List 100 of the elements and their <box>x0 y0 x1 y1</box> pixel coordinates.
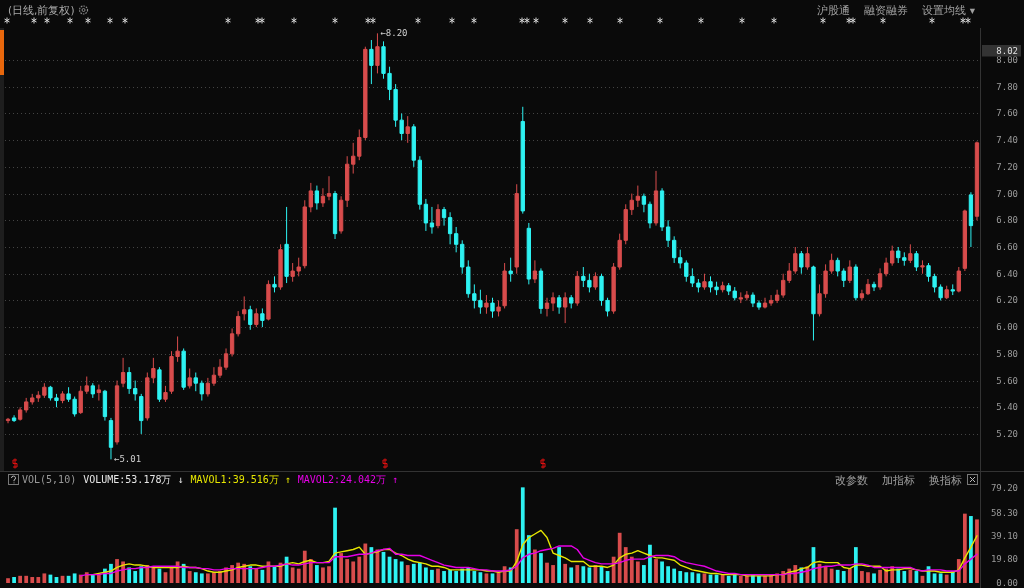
candlestick <box>441 206 447 227</box>
bar <box>24 575 29 583</box>
candlestick <box>720 281 725 293</box>
bar <box>357 556 362 583</box>
y-tick-label: 7.40 <box>996 135 1018 146</box>
candlestick <box>968 191 974 248</box>
bar <box>315 565 319 583</box>
candlestick <box>193 372 198 392</box>
candlestick <box>883 257 889 277</box>
candlestick <box>90 382 95 399</box>
y-tick-label: 5.40 <box>996 402 1018 413</box>
bar <box>654 559 658 583</box>
bar <box>660 561 664 583</box>
candlestick <box>423 198 429 232</box>
bar <box>454 571 459 583</box>
candlestick <box>11 414 17 423</box>
candlestick <box>799 250 804 275</box>
candlestick <box>60 390 65 404</box>
candlestick <box>502 262 507 309</box>
bar <box>551 565 555 583</box>
bar <box>333 507 337 583</box>
candlestick <box>429 206 435 235</box>
bar <box>902 571 907 583</box>
bar <box>254 568 259 583</box>
bar <box>533 549 537 583</box>
annotation: 加指标 <box>882 473 915 486</box>
candlestick <box>569 294 574 309</box>
candlestick <box>962 209 968 272</box>
bar <box>720 574 725 583</box>
bar <box>944 574 949 583</box>
candlestick <box>484 294 489 315</box>
candlestick <box>550 291 556 312</box>
line-series <box>80 545 978 577</box>
bar <box>841 571 846 583</box>
bar <box>345 559 350 583</box>
candlestick <box>750 291 756 308</box>
bar <box>206 573 210 583</box>
bar <box>648 544 652 583</box>
y-tick-label: 7.20 <box>996 161 1018 172</box>
y-tick-label: 7.60 <box>996 108 1018 119</box>
candlestick <box>538 267 544 315</box>
bar <box>642 565 646 583</box>
bar <box>829 568 834 583</box>
annotation: 换指标 <box>929 473 962 486</box>
bar <box>6 578 10 583</box>
bar <box>411 563 416 583</box>
candlestick <box>647 201 653 229</box>
candlestick <box>532 259 538 284</box>
candlestick <box>641 193 647 213</box>
y-tick-label: 19.80 <box>990 554 1018 565</box>
candlestick <box>126 366 132 395</box>
bar <box>866 572 870 583</box>
candlestick <box>187 368 192 390</box>
candlestick <box>411 123 416 168</box>
candlestick <box>302 199 307 269</box>
candlestick <box>435 203 441 229</box>
bar <box>187 571 192 583</box>
y-tick-label: 0.00 <box>996 578 1018 588</box>
bar <box>860 571 864 583</box>
bar <box>666 566 670 583</box>
bar <box>442 571 446 583</box>
candlestick <box>853 263 859 301</box>
candlestick <box>908 243 913 264</box>
candlestick <box>314 185 320 211</box>
candlestick <box>805 246 810 271</box>
annotation: VOLUME:53.178万 ↓ <box>83 474 184 485</box>
bar <box>363 543 368 583</box>
candlestick <box>344 155 350 208</box>
bar <box>575 565 580 583</box>
candlestick <box>672 235 677 264</box>
bar <box>557 547 561 583</box>
candlestick <box>181 347 186 391</box>
candlestick <box>308 182 313 213</box>
candlestick <box>956 266 961 293</box>
candlestick <box>738 291 743 304</box>
candlestick <box>974 141 980 221</box>
bar <box>629 556 634 583</box>
candlestick <box>163 385 168 403</box>
bar <box>399 561 404 583</box>
candlestick <box>284 206 289 284</box>
annotation: 改参数 <box>835 473 868 486</box>
candlestick <box>266 279 271 321</box>
candlestick <box>157 366 162 403</box>
bar <box>563 563 568 583</box>
candlestick <box>944 285 949 300</box>
annotation: ←5.01 <box>113 454 142 465</box>
y-tick-label: 5.20 <box>996 428 1018 439</box>
candlestick <box>526 222 531 285</box>
text: 融资融券 <box>864 4 909 16</box>
bar <box>327 566 331 583</box>
candlestick <box>338 195 344 235</box>
bar <box>430 569 434 583</box>
bar <box>853 547 858 583</box>
candlestick <box>859 289 865 301</box>
candlestick <box>447 211 453 245</box>
candlestick <box>520 106 525 215</box>
y-tick-label: 5.60 <box>996 375 1018 386</box>
candlestick <box>260 307 265 328</box>
candlestick <box>5 417 11 424</box>
bar <box>726 575 731 583</box>
